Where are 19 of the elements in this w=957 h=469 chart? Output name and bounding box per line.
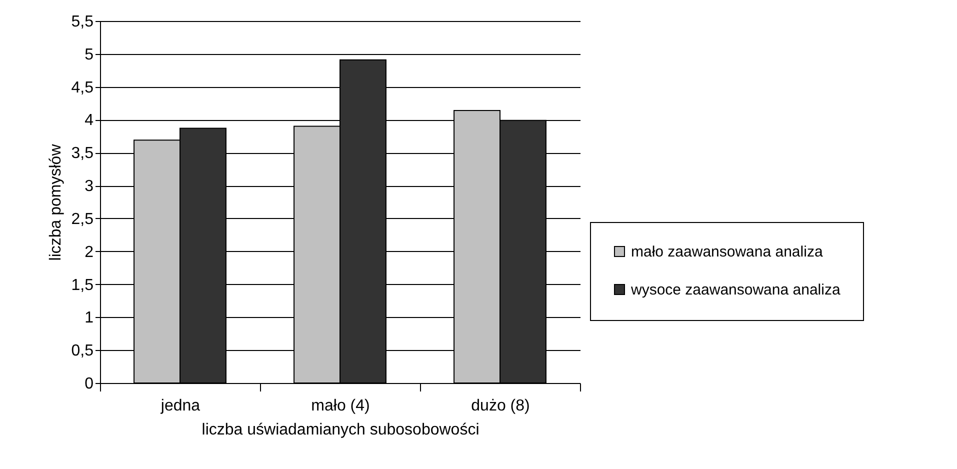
- y-tick-label: 1,5: [71, 276, 94, 294]
- y-tick-label: 2,5: [71, 210, 94, 228]
- y-tick-label: 0: [84, 376, 94, 392]
- y-axis-title: liczba pomysłów: [47, 144, 64, 261]
- y-tick-label: 0,5: [71, 342, 94, 360]
- y-tick-label: 3: [84, 178, 94, 196]
- y-tick-label: 3,5: [71, 145, 94, 162]
- x-tick-label: jedna: [160, 398, 200, 414]
- y-tick-label: 2: [84, 244, 94, 261]
- y-tick-label: 5,5: [71, 14, 94, 30]
- x-tick-label: mało (4): [311, 398, 370, 414]
- x-tick-label: dużo (8): [471, 398, 530, 414]
- x-axis-title: liczba uświadamianych subosobowości: [202, 422, 480, 438]
- legend-label: wysoce zaawansowana analiza: [630, 282, 841, 298]
- y-tick-label: 1: [84, 310, 94, 327]
- y-tick-label: 5: [84, 46, 94, 64]
- y-tick-label: 4: [84, 112, 94, 130]
- legend-label: mało zaawansowana analiza: [631, 244, 824, 260]
- y-tick-label: 4,5: [71, 79, 94, 96]
